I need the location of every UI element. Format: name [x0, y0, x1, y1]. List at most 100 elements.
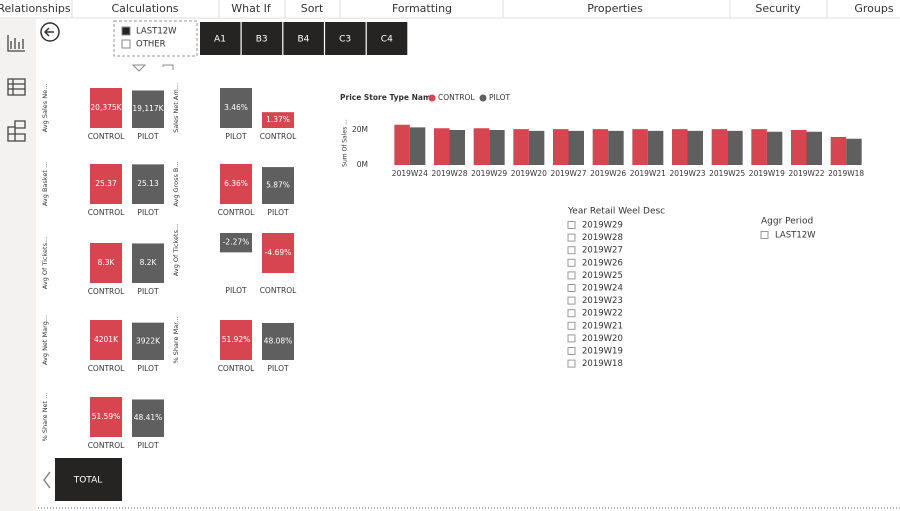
bar: [434, 128, 450, 165]
kpi-value-label: 6.36%: [224, 179, 248, 188]
bar: [766, 131, 783, 165]
slicer-item: LAST12W: [136, 27, 177, 37]
slicer-checkbox[interactable]: [567, 233, 576, 242]
kpi-bar: [132, 243, 164, 283]
slicer-checkbox[interactable]: [121, 39, 131, 49]
bar: [751, 129, 767, 165]
slicer-item: 2019W27: [582, 246, 623, 256]
model-icon[interactable]: [7, 120, 26, 142]
filter-button[interactable]: [366, 22, 408, 55]
x-tick-label: 2019W28: [431, 169, 467, 178]
kpi-value-label: 51.59%: [92, 412, 121, 421]
filter-button[interactable]: [241, 22, 283, 55]
slicer-checkbox[interactable]: [567, 296, 576, 305]
bar: [727, 130, 743, 165]
bar: [632, 129, 648, 165]
ribbon-tab[interactable]: Sort: [301, 2, 324, 15]
kpi-category: PILOT: [137, 364, 159, 373]
slicer-checkbox[interactable]: [567, 334, 576, 343]
kpi-bar: [132, 399, 164, 437]
slicer-checkbox[interactable]: [567, 246, 576, 255]
ribbon-tab[interactable]: Properties: [587, 2, 643, 15]
visual-header-icons: [131, 64, 174, 72]
button-label: B3: [256, 35, 268, 45]
kpi-category: CONTROL: [260, 132, 297, 141]
kpi-value-label: 1.37%: [266, 115, 290, 124]
total-label: TOTAL: [73, 476, 103, 486]
x-tick-label: 2019W22: [788, 169, 824, 178]
bar: [846, 138, 862, 165]
slicer-checkbox[interactable]: [567, 321, 576, 330]
kpi-axis-label: Sales Net Am...: [172, 83, 180, 133]
x-tick-label: 2019W20: [511, 169, 547, 178]
ribbon-tab[interactable]: Security: [755, 2, 801, 15]
x-tick-label: 2019W25: [709, 169, 745, 178]
legend-title: Price Store Type Name: [340, 93, 436, 102]
button-label: C3: [339, 35, 351, 45]
filter-button[interactable]: [283, 22, 324, 55]
slicer-item: 2019W18: [582, 359, 623, 369]
kpi-bar: [220, 320, 252, 360]
bar: [687, 130, 703, 165]
kpi-bar: [132, 164, 164, 204]
ribbon-tab[interactable]: Calculations: [111, 2, 178, 15]
kpi-bar: [132, 90, 164, 128]
bar: [608, 130, 624, 165]
ribbon-tab[interactable]: Relationships: [0, 2, 71, 15]
bar: [473, 128, 490, 165]
kpi-bar: [262, 112, 294, 128]
data-icon[interactable]: [7, 78, 26, 96]
x-tick-label: 2019W29: [471, 169, 507, 178]
slicer-checkbox[interactable]: [567, 347, 576, 355]
ribbon-tab[interactable]: Groups: [854, 2, 893, 15]
x-tick-label: 2019W27: [550, 169, 586, 178]
kpi-bar: [220, 88, 252, 128]
bar: [806, 131, 822, 165]
slicer-checkbox[interactable]: [567, 221, 576, 229]
kpi-bar: [262, 322, 294, 360]
x-tick-label: 2019W24: [392, 169, 428, 178]
kpi-value-label: -2.27%: [223, 238, 250, 247]
nav-icons: [7, 35, 26, 142]
slicer-item: OTHER: [136, 40, 166, 50]
prev-arrow[interactable]: [43, 471, 51, 489]
bar: [711, 129, 728, 165]
slicer-item: 2019W19: [582, 347, 623, 357]
kpi-category: CONTROL: [218, 364, 255, 373]
kpi-category: PILOT: [267, 364, 289, 373]
kpi-axis-label: % Share Mar...: [172, 317, 180, 364]
ribbon-tab[interactable]: What If: [231, 2, 272, 15]
slicer-checkbox[interactable]: [567, 284, 576, 292]
nav-pane: [0, 19, 36, 511]
back-button[interactable]: [40, 22, 60, 42]
slicer-checkbox[interactable]: [760, 231, 769, 239]
kpi-bar: [262, 167, 294, 204]
slicer-checkbox[interactable]: [567, 271, 576, 280]
report-icon[interactable]: [7, 35, 25, 52]
kpi-axis-label: Avg Sales Ne...: [41, 84, 49, 133]
kpi-bar: [90, 320, 122, 360]
bar: [394, 124, 410, 165]
kpi-category: CONTROL: [88, 441, 125, 450]
x-tick-label: 2019W26: [590, 169, 626, 178]
kpi-value-label: 51.92%: [222, 335, 251, 344]
kpi-category: PILOT: [267, 208, 289, 217]
slicer-checkbox[interactable]: [567, 309, 576, 318]
kpi-category: PILOT: [137, 132, 159, 141]
kpi-value-label: 8.3K: [98, 258, 116, 267]
total-button[interactable]: [55, 458, 122, 501]
kpi-value-label: 3.46%: [224, 103, 248, 112]
slicer-checkbox[interactable]: [567, 359, 576, 368]
slicer-item: 2019W28: [582, 233, 623, 243]
filter-button[interactable]: [200, 22, 241, 55]
bar: [409, 127, 426, 165]
kpi-axis-label: % Share Net ...: [41, 393, 49, 442]
ribbon-tab[interactable]: Formatting: [392, 2, 452, 15]
slicer-checkbox[interactable]: [567, 258, 576, 267]
back-arrow: [43, 27, 54, 37]
slicer-checkbox[interactable]: [121, 26, 131, 36]
kpi-category: CONTROL: [88, 364, 125, 373]
kpi-category: CONTROL: [88, 132, 125, 141]
filter-button[interactable]: [325, 22, 366, 55]
y-tick-label: 20M: [352, 125, 368, 134]
